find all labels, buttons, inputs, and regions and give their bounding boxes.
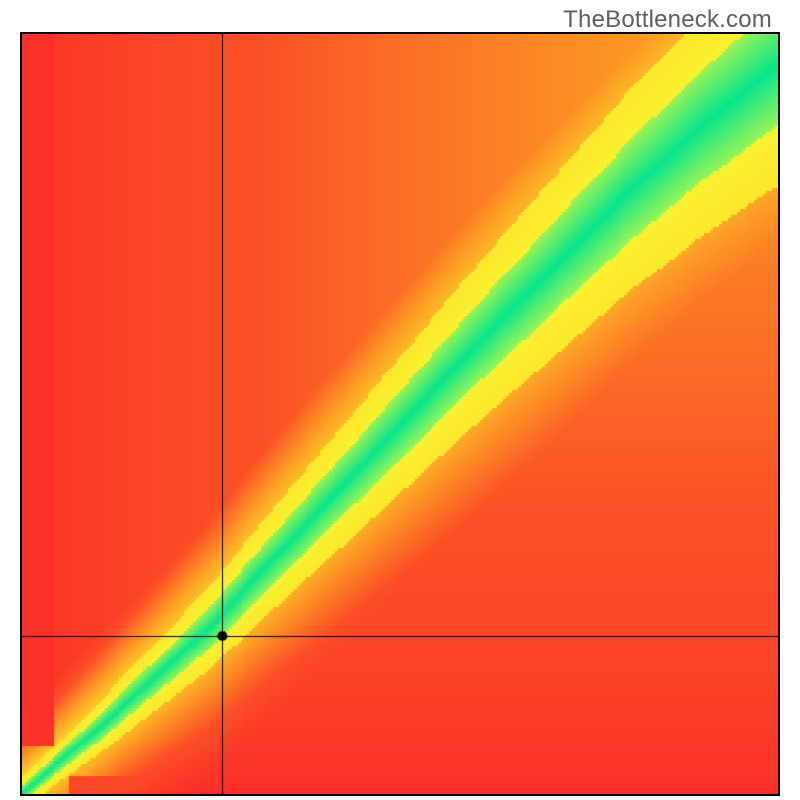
- watermark-text: TheBottleneck.com: [563, 6, 772, 34]
- bottleneck-heatmap-canvas: [22, 34, 778, 794]
